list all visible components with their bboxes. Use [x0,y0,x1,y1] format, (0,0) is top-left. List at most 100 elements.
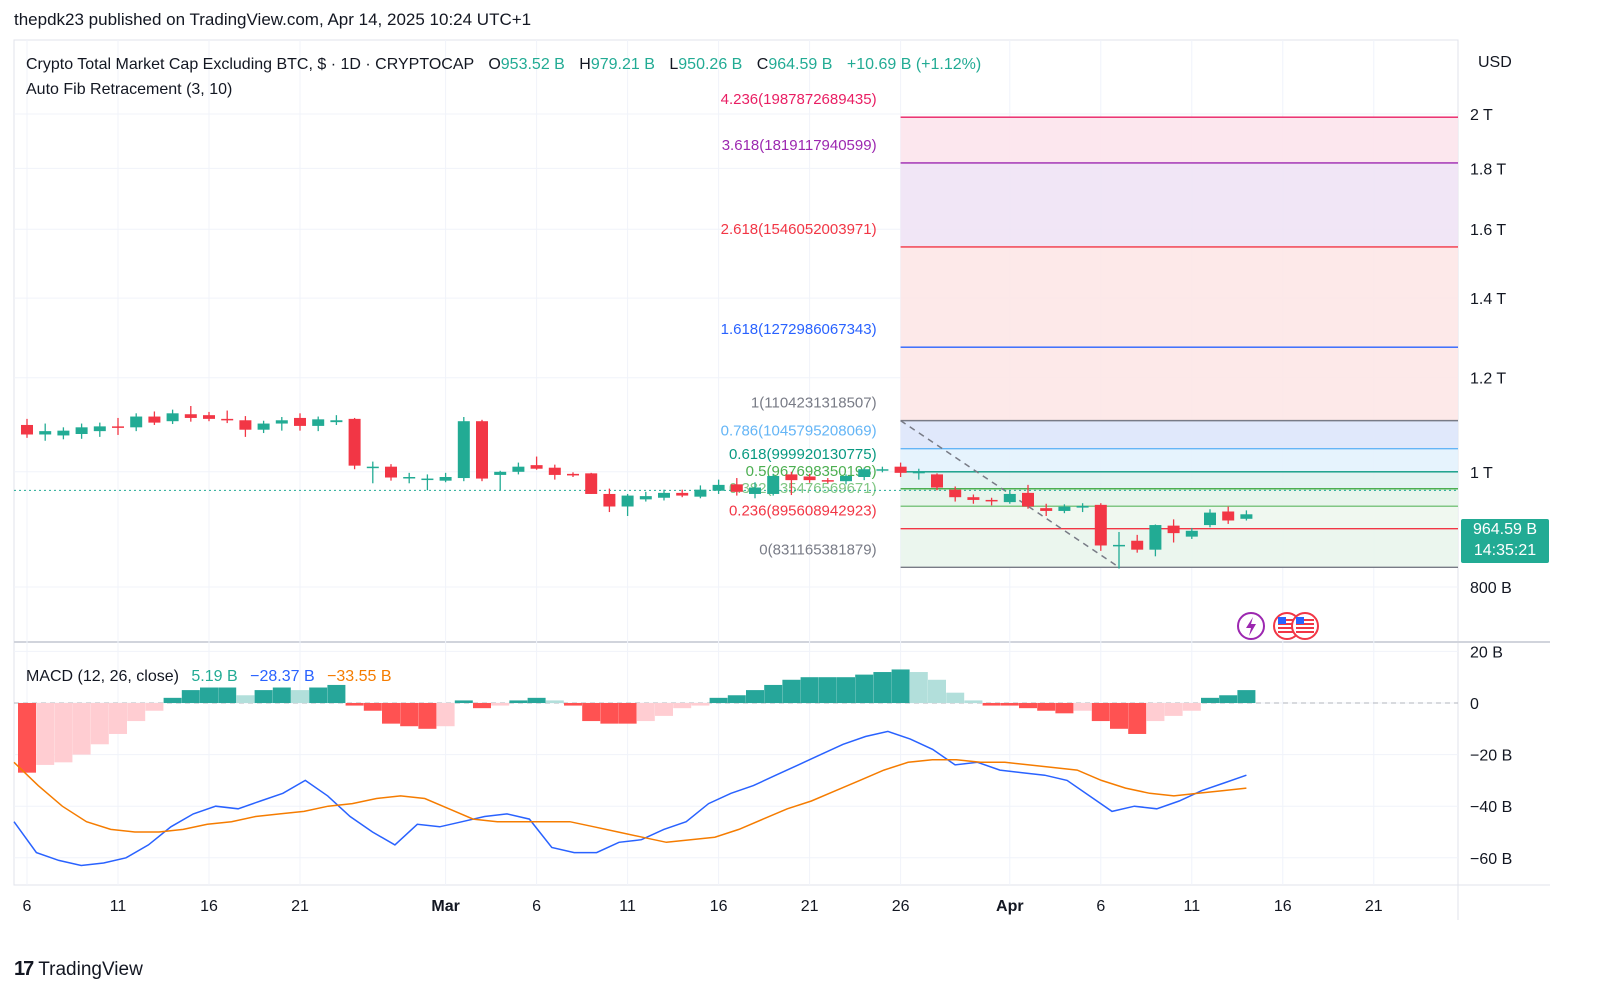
macd-histogram-bar [818,677,837,703]
candle-body [275,420,288,424]
candle [530,456,543,470]
candle [1149,524,1162,557]
candle-body [767,475,780,494]
candle-body [148,416,161,423]
macd-histogram-bar [655,703,673,716]
candle [57,427,70,440]
close-label: C [756,56,769,73]
signal-line [13,759,1247,844]
time-tick-label: 6 [532,898,541,915]
fib-level-label: 1.618(1272986067343) [721,321,877,338]
candle-body [694,489,707,497]
macd-histogram-bar [800,677,819,703]
candle [730,478,743,496]
fib-level-label: 0.236(895608942923) [729,503,877,520]
candle-body [840,475,852,482]
macd-histogram-bar [946,692,965,703]
indicator-label[interactable]: Auto Fib Retracement (3, 10) [26,81,233,98]
candle-body [494,471,507,475]
fib-level-label: 0.5(967698350193) [746,463,877,480]
low-label: L [669,56,679,73]
candle [931,473,943,491]
candle [403,472,416,484]
flag-stripe [1278,623,1296,625]
candle-body [348,418,361,466]
macd-tick-label: −40 B [1470,799,1512,816]
symbol-title[interactable]: Crypto Total Market Cap Excluding BTC, $… [26,56,474,73]
publish-info: thepdk23 published on TradingView.com, A… [14,10,532,29]
flag-stripe [1278,627,1296,629]
currency-button[interactable]: USD [1478,54,1512,71]
candle [385,464,397,481]
macd-line [13,730,1247,867]
macd-histogram-bar [837,677,855,703]
candle [39,423,52,441]
candle [239,416,252,437]
time-tick-label: 21 [1365,898,1383,915]
macd-histogram-bar [764,684,783,703]
fib-zone [900,347,1458,421]
macd-histogram-bar [18,703,36,773]
candle-body [1204,512,1216,526]
fib-zone [900,528,1458,568]
fib-level-label: 2.618(1546052003971) [721,221,877,238]
candle-body [912,471,925,474]
fib-level-label: 1(1104231318507) [751,395,877,412]
open-value: 953.52 B [500,56,565,73]
candle-body [749,487,761,494]
macd-histogram-bar [218,687,237,703]
us-flag-event-icon [1291,612,1319,640]
macd-histogram-bar [345,703,364,706]
time-tick-label: 26 [892,898,910,915]
macd-histogram-bar [473,703,491,709]
candle-body [457,421,470,479]
macd-histogram-bar [309,687,328,703]
fib-level-label: 3.618(1819117940599) [722,137,877,154]
candle-body [57,430,70,436]
tradingview-logo[interactable]: 17 TradingView [14,958,143,981]
macd-histogram-bar [163,697,182,703]
fib-zone [900,246,1458,348]
candle-body [876,469,889,471]
macd-histogram-bar [1000,703,1019,706]
time-tick-label: 21 [291,898,309,915]
time-tick-label: Apr [996,898,1024,915]
candle [985,497,998,506]
macd-histogram-bar [1164,703,1183,716]
time-tick-label: 16 [710,898,728,915]
candle-body [294,417,306,426]
candle [1185,527,1198,539]
macd-histogram-bar [582,703,601,722]
candle-body [676,492,689,496]
candle [112,417,124,435]
price-tick-label: 2 T [1470,107,1493,124]
candle-body [858,469,871,477]
candle [1058,504,1071,514]
macd-histogram-bar [891,669,910,703]
candle [421,474,434,491]
macd-legend[interactable]: MACD (12, 26, close) 5.19 B −28.37 B −33… [26,668,392,686]
candle-body [476,421,488,479]
candle [658,489,670,501]
macd-histogram-bar [418,703,437,729]
macd-histogram-bar [72,703,91,755]
candle-body [585,473,598,494]
macd-signal-value: −33.55 B [327,668,392,685]
candle [712,479,725,494]
price-tick-label: 1.6 T [1470,222,1506,239]
macd-histogram-bar [200,687,218,703]
candle-body [894,466,907,473]
event-icons [1237,612,1319,640]
candle [694,485,707,499]
high-label: H [579,56,591,73]
macd-histogram-bar [545,700,564,703]
candle [840,474,852,485]
candle-body [385,466,397,478]
fib-zone [900,471,1458,489]
candle-body [312,419,325,426]
macd-line-value: −28.37 B [250,668,315,685]
macd-histogram-bar [1055,703,1074,714]
macd-histogram-bar [382,703,400,724]
